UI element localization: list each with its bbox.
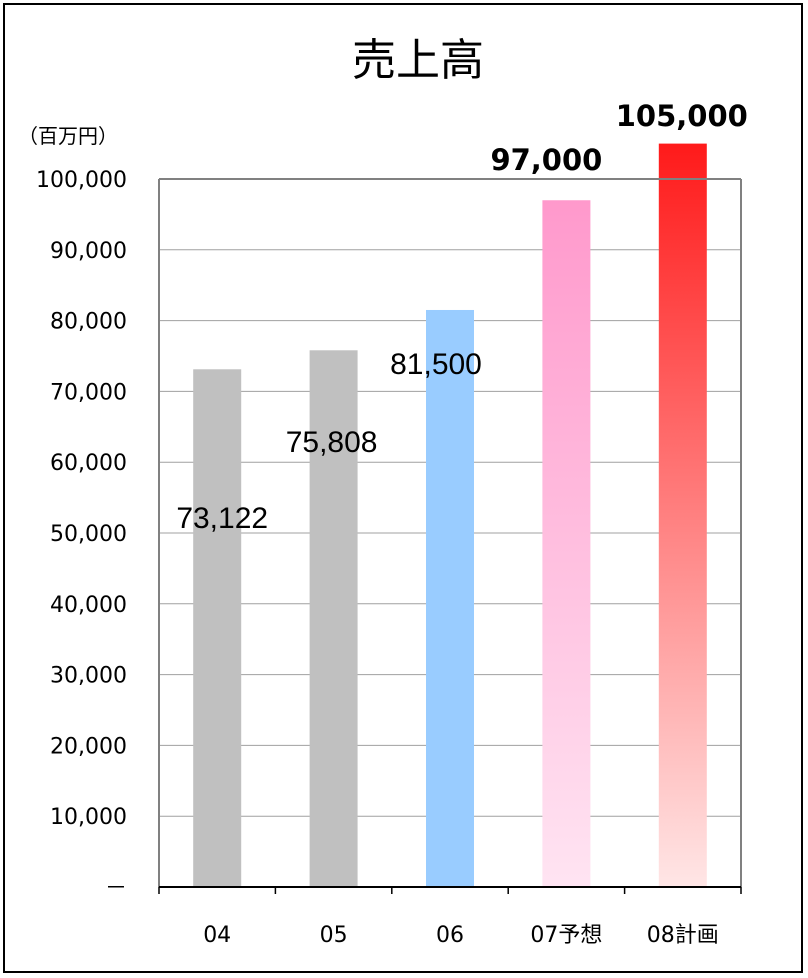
y-tick-label-10: 100,000 [36, 168, 127, 193]
y-tick-label-8: 80,000 [50, 310, 127, 335]
y-tick-label-5: 50,000 [50, 522, 127, 547]
y-tick-label-1: 10,000 [50, 805, 127, 830]
y-tick-label-4: 40,000 [50, 593, 127, 618]
data-labels: 73,122 75,808 81,500 97,000 105,000 [176, 99, 748, 535]
x-category-label-4: 08計画 [647, 923, 719, 948]
unit-label: （百万円） [18, 124, 118, 148]
y-tick-label-0: － [105, 876, 127, 901]
bar-2 [426, 309, 474, 888]
chart-title: 売上高 [352, 35, 484, 86]
y-tick-label-3: 30,000 [50, 664, 127, 689]
x-category-label-3: 07予想 [530, 923, 602, 948]
bar-1 [309, 350, 358, 887]
data-label-0: 73,122 [176, 502, 268, 535]
y-tick-label-7: 70,000 [50, 380, 127, 405]
y-tick-label-9: 90,000 [50, 239, 127, 264]
data-label-1: 75,808 [286, 426, 378, 459]
x-category-label-1: 05 [320, 923, 348, 948]
x-axis-categories: 04 05 06 07予想 08計画 [203, 923, 719, 948]
x-category-label-0: 04 [203, 923, 231, 948]
data-label-4: 105,000 [616, 99, 748, 133]
y-tick-label-2: 20,000 [50, 734, 127, 759]
data-label-3: 97,000 [490, 143, 602, 177]
bar-4 [658, 143, 707, 888]
bars [193, 143, 707, 888]
x-category-label-2: 06 [436, 923, 464, 948]
y-axis-ticks: － 10,000 20,000 30,000 40,000 50,000 60,000 70,… [36, 168, 127, 901]
data-label-2: 81,500 [390, 348, 482, 381]
y-tick-label-6: 60,000 [50, 451, 127, 476]
axes [158, 178, 742, 894]
bar-0 [193, 369, 242, 887]
bar-3 [542, 200, 591, 888]
